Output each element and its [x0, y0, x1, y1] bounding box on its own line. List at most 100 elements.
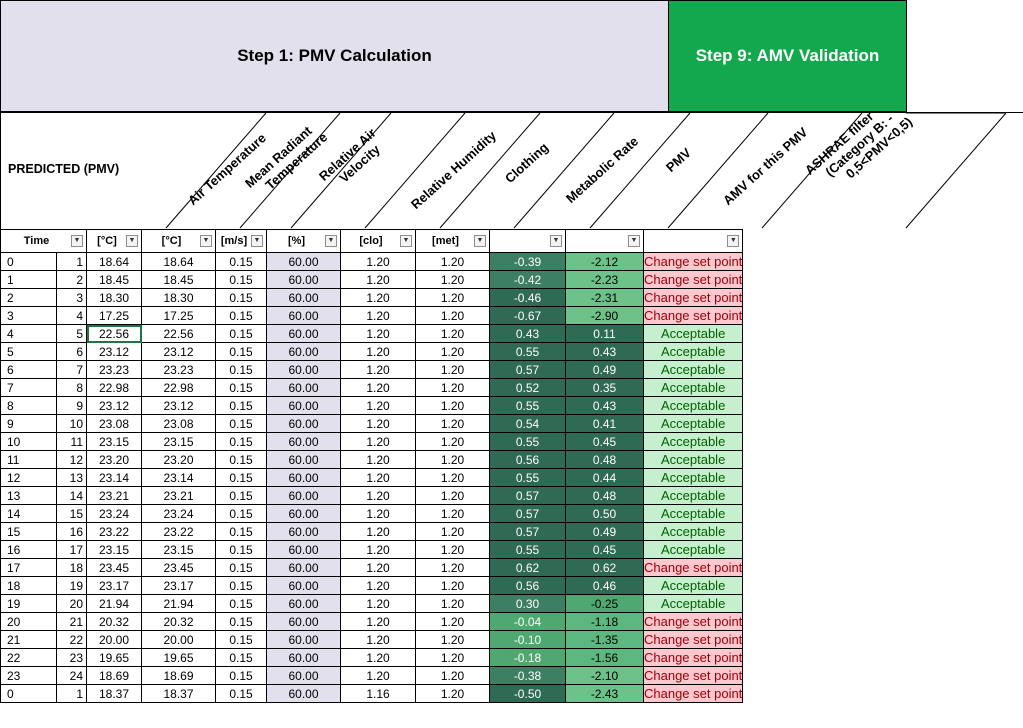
cell-rh[interactable]: 60.00: [266, 468, 341, 487]
cell-air_temp[interactable]: 23.24: [86, 504, 142, 523]
cell-pmv[interactable]: 0.56: [489, 576, 566, 595]
cell-clo[interactable]: 1.20: [340, 558, 416, 577]
cell-vel[interactable]: 0.15: [215, 648, 267, 667]
cell-vel[interactable]: 0.15: [215, 504, 267, 523]
cell-mrt[interactable]: 23.45: [141, 558, 216, 577]
cell-hour[interactable]: 4: [56, 306, 87, 325]
cell-mrt[interactable]: 20.00: [141, 630, 216, 649]
cell-hour[interactable]: 20: [56, 594, 87, 613]
cell-vel[interactable]: 0.15: [215, 270, 267, 289]
cell-pmv[interactable]: 0.43: [489, 324, 566, 343]
cell-amv[interactable]: -2.43: [565, 684, 644, 703]
cell-idx[interactable]: 16: [0, 540, 57, 559]
cell-clo[interactable]: 1.20: [340, 342, 416, 361]
cell-pmv[interactable]: 0.54: [489, 414, 566, 433]
cell-rh[interactable]: 60.00: [266, 342, 341, 361]
cell-mrt[interactable]: 23.17: [141, 576, 216, 595]
cell-status[interactable]: Change set point: [642, 630, 744, 649]
cell-clo[interactable]: 1.20: [340, 612, 416, 631]
cell-mrt[interactable]: 23.20: [141, 450, 216, 469]
cell-vel[interactable]: 0.15: [215, 450, 267, 469]
cell-met[interactable]: 1.20: [415, 342, 490, 361]
cell-mrt[interactable]: 23.21: [141, 486, 216, 505]
cell-vel[interactable]: 0.15: [215, 360, 267, 379]
cell-amv[interactable]: 0.44: [565, 468, 644, 487]
cell-mrt[interactable]: 23.15: [141, 540, 216, 559]
cell-status[interactable]: Change set point: [642, 288, 744, 307]
cell-mrt[interactable]: 21.94: [141, 594, 216, 613]
cell-clo[interactable]: 1.20: [340, 576, 416, 595]
cell-pmv[interactable]: 0.30: [489, 594, 566, 613]
cell-status[interactable]: Acceptable: [642, 414, 744, 433]
cell-met[interactable]: 1.20: [415, 468, 490, 487]
cell-mrt[interactable]: 23.24: [141, 504, 216, 523]
cell-hour[interactable]: 9: [56, 396, 87, 415]
cell-amv[interactable]: -0.25: [565, 594, 644, 613]
cell-vel[interactable]: 0.15: [215, 342, 267, 361]
cell-vel[interactable]: 0.15: [215, 666, 267, 685]
cell-vel[interactable]: 0.15: [215, 630, 267, 649]
cell-hour[interactable]: 3: [56, 288, 87, 307]
cell-met[interactable]: 1.20: [415, 522, 490, 541]
cell-air_temp[interactable]: 20.00: [86, 630, 142, 649]
cell-pmv[interactable]: -0.04: [489, 612, 566, 631]
cell-hour[interactable]: 13: [56, 468, 87, 487]
cell-met[interactable]: 1.20: [415, 648, 490, 667]
cell-rh[interactable]: 60.00: [266, 666, 341, 685]
cell-rh[interactable]: 60.00: [266, 414, 341, 433]
filter-dropdown-icon[interactable]: ▼: [126, 235, 138, 247]
cell-amv[interactable]: 0.62: [565, 558, 644, 577]
cell-hour[interactable]: 16: [56, 522, 87, 541]
cell-idx[interactable]: 8: [0, 396, 57, 415]
cell-rh[interactable]: 60.00: [266, 558, 341, 577]
cell-air_temp[interactable]: 23.22: [86, 522, 142, 541]
cell-rh[interactable]: 60.00: [266, 684, 341, 703]
cell-pmv[interactable]: 0.57: [489, 504, 566, 523]
cell-status[interactable]: Acceptable: [642, 540, 744, 559]
cell-mrt[interactable]: 23.12: [141, 342, 216, 361]
cell-air_temp[interactable]: 18.30: [86, 288, 142, 307]
cell-idx[interactable]: 3: [0, 306, 57, 325]
cell-pmv[interactable]: -0.67: [489, 306, 566, 325]
cell-met[interactable]: 1.20: [415, 378, 490, 397]
cell-rh[interactable]: 60.00: [266, 486, 341, 505]
cell-status[interactable]: Change set point: [642, 648, 744, 667]
cell-idx[interactable]: 6: [0, 360, 57, 379]
cell-status[interactable]: Change set point: [642, 558, 744, 577]
cell-rh[interactable]: 60.00: [266, 288, 341, 307]
cell-amv[interactable]: 0.49: [565, 522, 644, 541]
cell-air_temp[interactable]: 22.98: [86, 378, 142, 397]
cell-amv[interactable]: 0.46: [565, 576, 644, 595]
cell-met[interactable]: 1.20: [415, 414, 490, 433]
cell-met[interactable]: 1.20: [415, 324, 490, 343]
cell-rh[interactable]: 60.00: [266, 360, 341, 379]
cell-met[interactable]: 1.20: [415, 360, 490, 379]
cell-amv[interactable]: -2.90: [565, 306, 644, 325]
cell-amv[interactable]: 0.50: [565, 504, 644, 523]
cell-amv[interactable]: -1.56: [565, 648, 644, 667]
filter-dropdown-icon[interactable]: ▼: [400, 235, 412, 247]
cell-vel[interactable]: 0.15: [215, 612, 267, 631]
cell-air_temp[interactable]: 20.32: [86, 612, 142, 631]
cell-status[interactable]: Acceptable: [642, 342, 744, 361]
cell-status[interactable]: Acceptable: [642, 468, 744, 487]
cell-vel[interactable]: 0.15: [215, 486, 267, 505]
cell-mrt[interactable]: 22.98: [141, 378, 216, 397]
cell-idx[interactable]: 23: [0, 666, 57, 685]
cell-mrt[interactable]: 20.32: [141, 612, 216, 631]
cell-clo[interactable]: 1.20: [340, 648, 416, 667]
cell-pmv[interactable]: 0.57: [489, 360, 566, 379]
cell-status[interactable]: Change set point: [642, 612, 744, 631]
filter-dropdown-icon[interactable]: ▼: [71, 235, 83, 247]
cell-met[interactable]: 1.20: [415, 270, 490, 289]
cell-status[interactable]: Change set point: [642, 666, 744, 685]
cell-vel[interactable]: 0.15: [215, 432, 267, 451]
cell-idx[interactable]: 12: [0, 468, 57, 487]
cell-mrt[interactable]: 18.45: [141, 270, 216, 289]
cell-clo[interactable]: 1.20: [340, 468, 416, 487]
cell-hour[interactable]: 11: [56, 432, 87, 451]
cell-air_temp[interactable]: 23.12: [86, 342, 142, 361]
cell-air_temp[interactable]: 22.56: [86, 324, 142, 343]
cell-hour[interactable]: 17: [56, 540, 87, 559]
cell-amv[interactable]: 0.48: [565, 450, 644, 469]
